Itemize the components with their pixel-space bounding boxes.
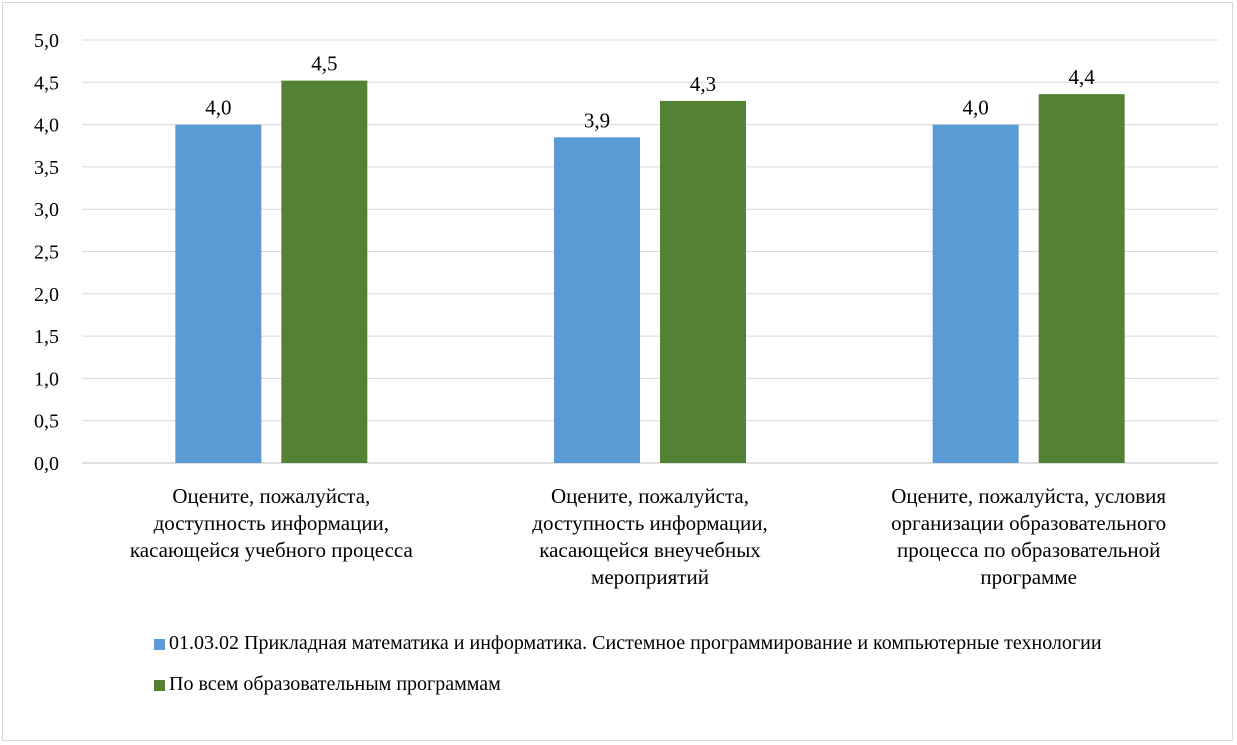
- y-tick-label: 1,5: [34, 326, 59, 348]
- y-tick-label: 0,0: [34, 453, 59, 475]
- y-tick-label: 2,5: [34, 242, 59, 264]
- y-tick-label: 4,0: [34, 115, 59, 137]
- legend-item-series-2: По всем образовательным программам: [154, 671, 1154, 698]
- category-label: программе: [980, 565, 1077, 589]
- category-label: Оцените, пожалуйста,: [172, 484, 370, 508]
- y-tick-label: 2,0: [34, 284, 59, 306]
- bar-series-2: [1038, 94, 1125, 464]
- y-tick-label: 3,5: [34, 157, 59, 179]
- data-label: 4,5: [311, 52, 337, 76]
- data-label: 4,0: [963, 96, 989, 120]
- y-tick-label: 1,0: [34, 368, 59, 390]
- legend: 01.03.02 Прикладная математика и информа…: [154, 630, 1154, 712]
- y-tick-label: 0,5: [34, 411, 59, 433]
- y-tick-label: 3,0: [34, 199, 59, 221]
- category-label: доступность информации,: [532, 511, 767, 535]
- category-label: Оцените, пожалуйста,: [551, 484, 749, 508]
- data-label: 4,4: [1069, 65, 1096, 89]
- bar-series-1: [175, 124, 262, 463]
- data-label: 4,0: [205, 96, 231, 120]
- data-label: 3,9: [584, 108, 610, 132]
- category-label: доступность информации,: [154, 511, 389, 535]
- legend-label-series-1: 01.03.02 Прикладная математика и информа…: [169, 632, 1102, 654]
- category-label: процесса по образовательной: [897, 538, 1160, 562]
- legend-label-series-2: По всем образовательным программам: [169, 673, 501, 695]
- bar-series-2: [281, 80, 368, 463]
- category-label: касающейся учебного процесса: [130, 538, 414, 562]
- bar-series-2: [660, 100, 746, 464]
- legend-item-series-1: 01.03.02 Прикладная математика и информа…: [154, 630, 1154, 657]
- category-label: организации образовательного: [891, 511, 1166, 535]
- bar-series-1: [554, 137, 640, 464]
- category-label: касающейся внеучебных: [539, 538, 761, 562]
- legend-swatch-series-2: [154, 680, 165, 691]
- category-label: мероприятий: [591, 565, 709, 589]
- legend-swatch-series-1: [154, 639, 165, 650]
- y-tick-label: 4,5: [34, 72, 59, 94]
- bar-series-1: [932, 124, 1019, 463]
- y-tick-label: 5,0: [34, 30, 59, 52]
- category-label: Оцените, пожалуйста, условия: [891, 484, 1166, 508]
- data-label: 4,3: [690, 72, 716, 96]
